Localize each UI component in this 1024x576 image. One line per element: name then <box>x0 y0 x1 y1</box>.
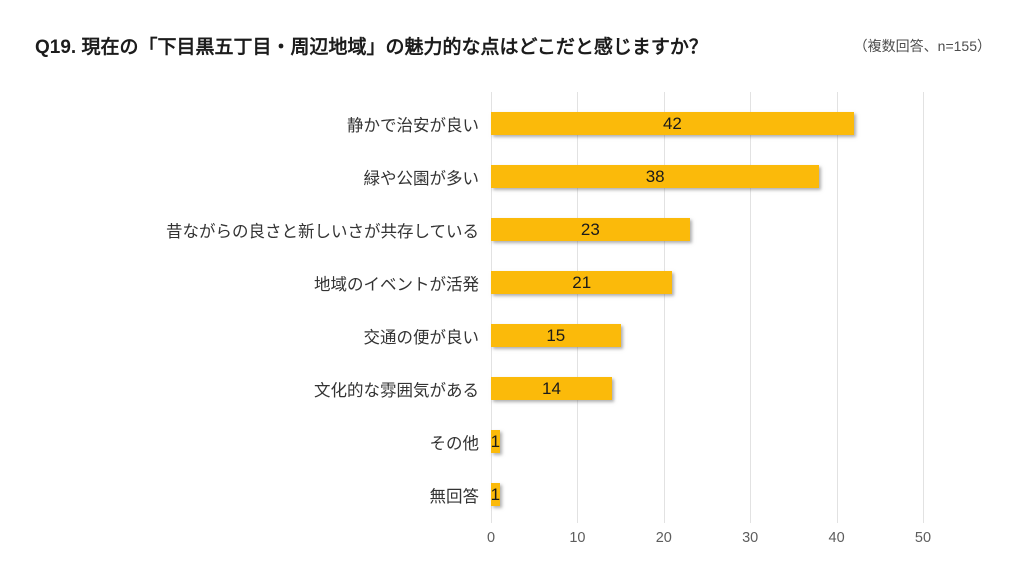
gridline <box>750 92 752 523</box>
bar-track: 21 <box>491 271 923 294</box>
chart-row: 交通の便が良い 15 <box>0 309 1024 362</box>
bar: 42 <box>491 112 854 135</box>
bar-track: 38 <box>491 165 923 188</box>
gridline <box>836 92 838 523</box>
bar-value-label: 1 <box>490 484 501 504</box>
bar-track: 14 <box>491 377 923 400</box>
x-axis: 0 10 20 30 40 50 <box>487 530 931 552</box>
gridlines <box>491 92 924 523</box>
gridline <box>663 92 665 523</box>
chart-row: 昔ながらの良さと新しいさが共存している 23 <box>0 203 1024 256</box>
bar-track: 42 <box>491 112 923 135</box>
bar-value-label: 1 <box>490 431 501 451</box>
bar-value-label: 21 <box>572 272 592 292</box>
chart-row: 無回答 1 <box>0 468 1024 521</box>
x-tick-label: 50 <box>914 530 932 546</box>
bar: 1 <box>491 430 500 453</box>
category-label: 文化的な雰囲気がある <box>314 381 479 400</box>
category-label: 静かで治安が良い <box>347 116 479 135</box>
bar-value-label: 23 <box>580 219 600 239</box>
bar-track: 23 <box>491 218 923 241</box>
bar-track: 1 <box>491 430 923 453</box>
chart-row: 静かで治安が良い 42 <box>0 97 1024 150</box>
gridline <box>491 92 492 523</box>
chart-row: 地域のイベントが活発 21 <box>0 256 1024 309</box>
x-tick-label: 10 <box>569 530 586 546</box>
category-label: 交通の便が良い <box>363 328 480 347</box>
bar: 21 <box>491 271 673 294</box>
sample-size-note: （複数回答、n=155） <box>853 38 991 54</box>
chart-rows: 静かで治安が良い 42 緑や公園が多い 38 昔ながらの良さと新しいさが共存している 23… <box>0 92 1024 521</box>
bar-track: 15 <box>491 324 923 347</box>
chart-row: 文化的な雰囲気がある 14 <box>0 362 1024 415</box>
chart-header: Q19. 現在の「下目黒五丁目・周辺地域」の魅力的な点はどこだと感じますか？ （… <box>35 32 991 59</box>
bar-value-label: 38 <box>645 166 665 186</box>
bar: 15 <box>491 324 621 347</box>
bar-track: 1 <box>491 483 923 506</box>
category-label: 無回答 <box>429 487 480 506</box>
x-tick-label: 30 <box>742 530 759 546</box>
category-label: 地域のイベントが活発 <box>314 275 479 294</box>
bar: 14 <box>491 377 612 400</box>
bar-chart: 静かで治安が良い 42 緑や公園が多い 38 昔ながらの良さと新しいさが共存している 23… <box>0 92 1024 562</box>
category-label: 緑や公園が多い <box>363 169 480 188</box>
category-label: その他 <box>429 434 480 453</box>
bar-value-label: 15 <box>546 325 566 345</box>
x-tick-label: 0 <box>486 530 496 546</box>
chart-row: その他 1 <box>0 415 1024 468</box>
x-tick-label: 40 <box>828 530 845 546</box>
bar-value-label: 42 <box>662 113 682 133</box>
gridline <box>577 92 579 523</box>
bar-value-label: 14 <box>542 378 561 398</box>
bar: 1 <box>491 483 500 506</box>
category-label: 昔ながらの良さと新しいさが共存している <box>165 222 479 241</box>
bar: 23 <box>491 218 690 241</box>
chart-row: 緑や公園が多い 38 <box>0 150 1024 203</box>
bar: 38 <box>491 165 820 188</box>
chart-title: Q19. 現在の「下目黒五丁目・周辺地域」の魅力的な点はどこだと感じますか？ <box>35 37 708 58</box>
gridline <box>923 92 924 523</box>
x-tick-label: 20 <box>655 530 672 546</box>
